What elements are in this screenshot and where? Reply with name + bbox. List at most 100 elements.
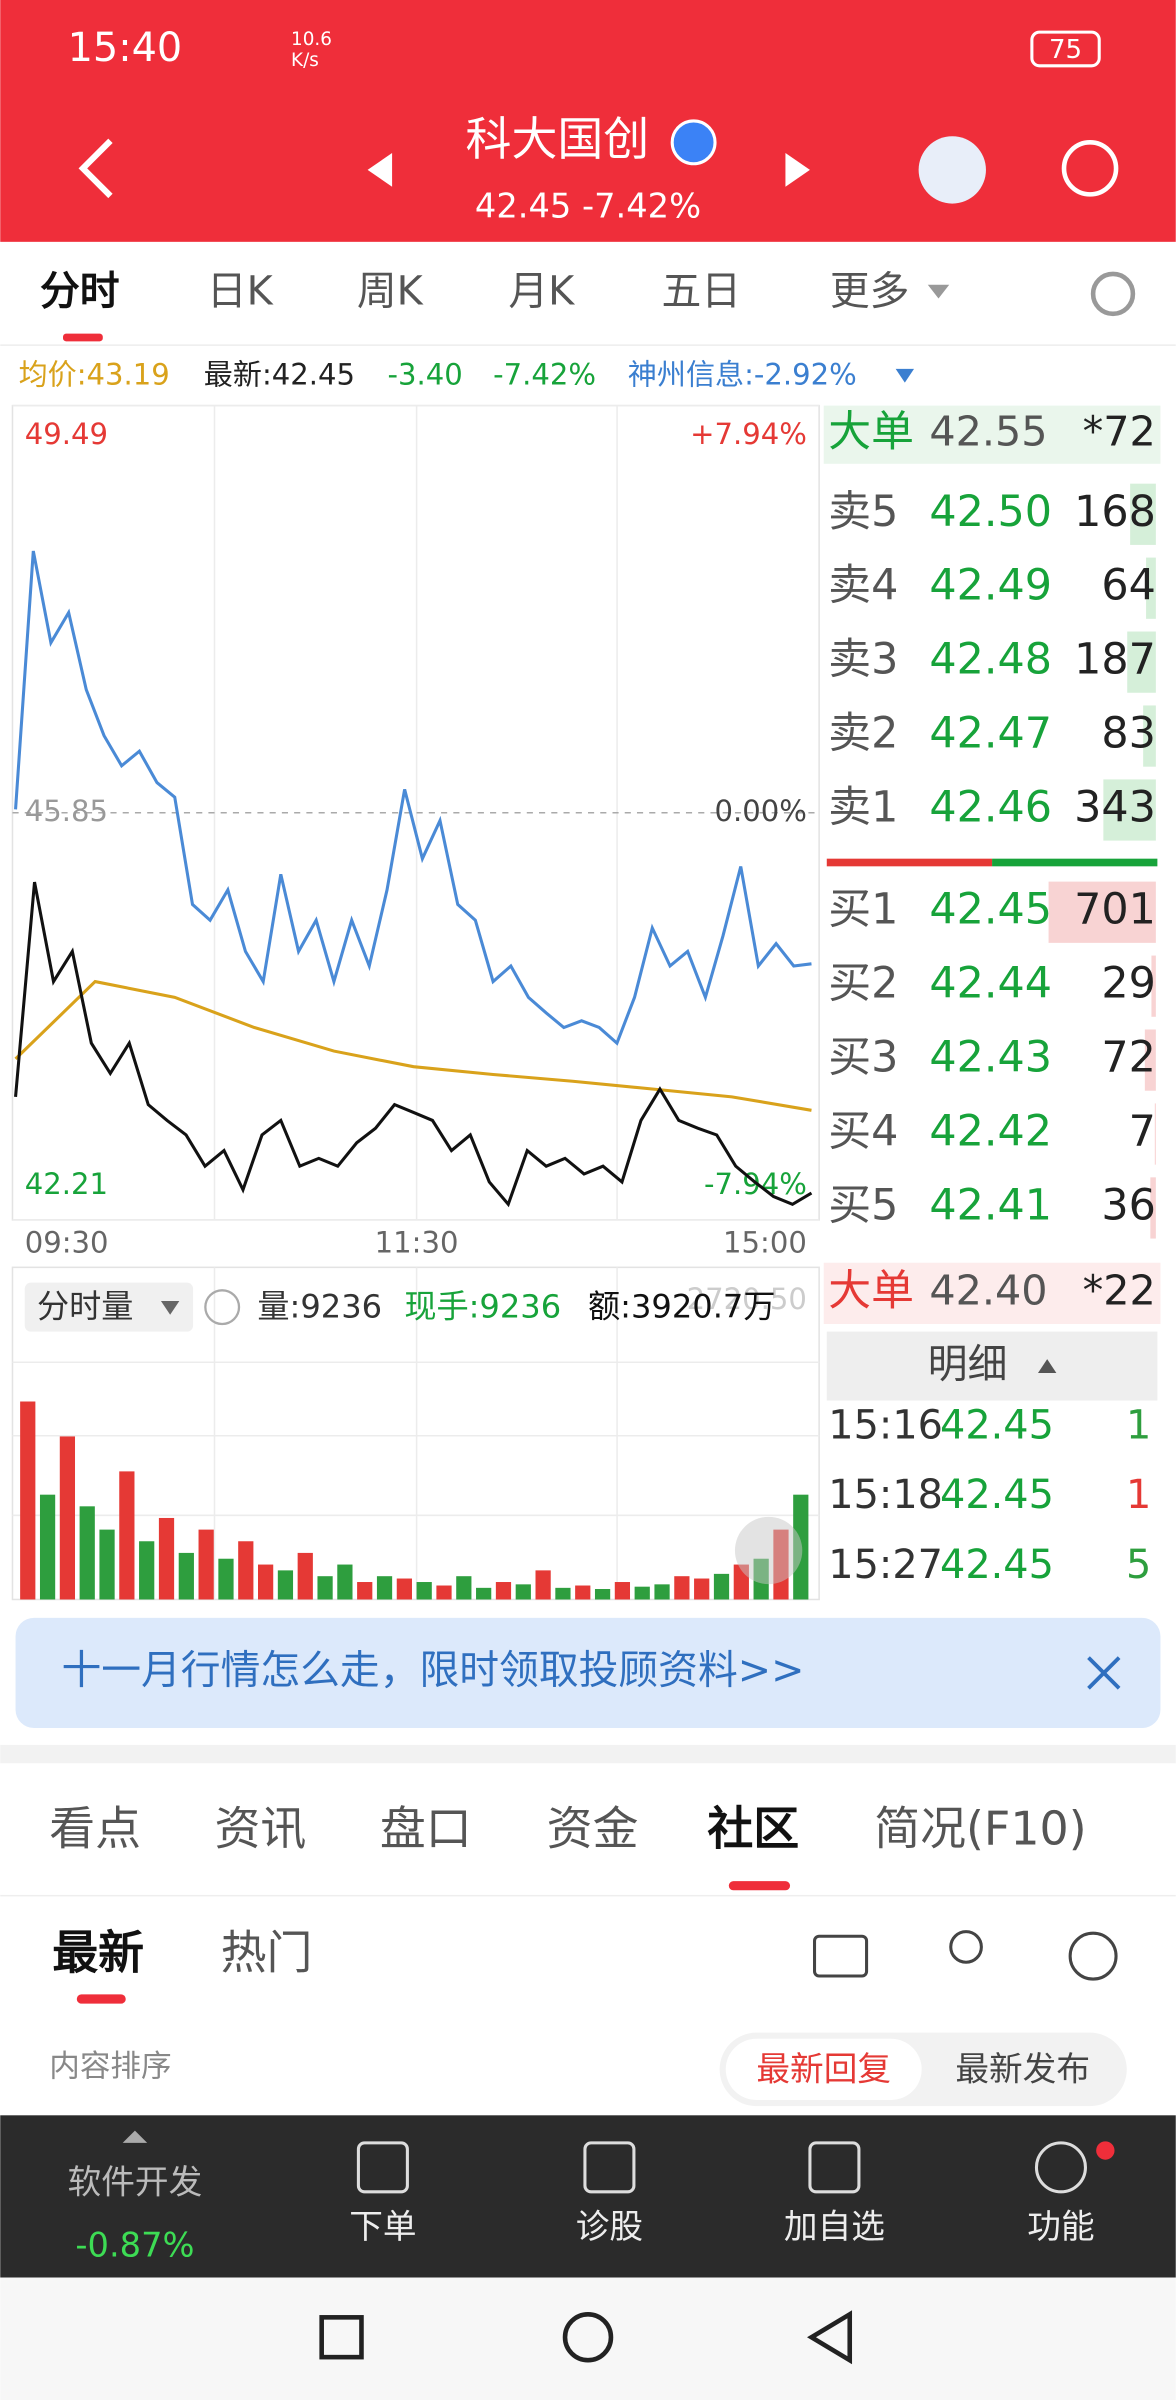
section-tab[interactable]: 资讯 — [215, 1802, 307, 1856]
banner-text[interactable]: 十一月行情怎么走，限时领取投顾资料>> — [61, 1647, 804, 1693]
volume-arrow — [160, 1301, 180, 1315]
volume-bar — [39, 1494, 56, 1600]
sort-option[interactable]: 最新发布 — [955, 2049, 1090, 2088]
nav-label[interactable]: 功能 — [1027, 2207, 1094, 2246]
detail-bg[interactable] — [826, 1331, 1158, 1401]
book-price: 42.47 — [929, 709, 1052, 759]
x-tick-label: 15:00 — [723, 1225, 807, 1259]
recent-button[interactable] — [319, 2315, 364, 2360]
book-vol: 72 — [1101, 1033, 1156, 1083]
banner-bg[interactable] — [15, 1617, 1161, 1729]
tab[interactable]: 分时 — [40, 268, 120, 314]
volume-label-bg[interactable] — [24, 1282, 194, 1332]
volume-bar — [178, 1552, 194, 1600]
trade-vol: 1 — [1126, 1403, 1151, 1449]
book-price: 42.41 — [929, 1180, 1052, 1230]
mail-icon[interactable] — [813, 1934, 869, 1978]
sort-label: 内容排序 — [49, 2049, 171, 2084]
tab[interactable]: 月K — [508, 268, 575, 314]
sector-name[interactable]: 软件开发 — [68, 2163, 203, 2202]
book-price: 42.44 — [929, 959, 1052, 1009]
book-price: 42.49 — [929, 561, 1052, 611]
pct-label: +7.94% — [690, 417, 807, 451]
big-label: 大单 — [828, 1266, 914, 1316]
book-label: 卖1 — [828, 783, 898, 833]
depth-bar — [1130, 483, 1156, 545]
book-label: 买3 — [828, 1033, 898, 1083]
summary-related: 神州信息:-2.92% — [628, 358, 857, 392]
related-arrow — [895, 368, 915, 383]
nav-label[interactable]: 加自选 — [784, 2207, 885, 2246]
line-compare — [14, 550, 812, 1046]
sub-tab[interactable]: 热门 — [221, 1926, 313, 1980]
robot-icon[interactable] — [918, 136, 986, 204]
section-tab[interactable]: 简况(F10) — [874, 1802, 1086, 1856]
trade-price: 42.45 — [940, 1542, 1054, 1588]
y-tick-label: 49.49 — [25, 417, 108, 451]
banner-close[interactable] — [1087, 1656, 1121, 1690]
tab[interactable]: 日K — [207, 268, 274, 314]
section-gap — [0, 1744, 1176, 1764]
nav-icon[interactable] — [808, 2141, 861, 2194]
volume-bar — [416, 1582, 432, 1600]
nav-label[interactable]: 诊股 — [576, 2207, 643, 2246]
section-tab[interactable]: 盘口 — [380, 1802, 472, 1856]
user-icon[interactable] — [949, 1930, 983, 1964]
detail-label[interactable]: 明细 — [928, 1341, 1008, 1387]
section-tab[interactable]: 看点 — [49, 1802, 141, 1856]
volume-bar — [376, 1576, 393, 1600]
summary-change: -3.40 — [387, 358, 462, 392]
book-vol: 168 — [1074, 487, 1156, 537]
status-time: 15:40 — [68, 25, 183, 71]
sector-pct[interactable]: -0.87% — [75, 2225, 194, 2264]
volume-label[interactable]: 分时量 — [37, 1288, 133, 1326]
book-vol: 83 — [1101, 709, 1156, 759]
nav-label[interactable]: 下单 — [349, 2207, 416, 2246]
volume-bar — [158, 1517, 175, 1600]
search-icon[interactable] — [1061, 140, 1119, 197]
divider — [0, 344, 1176, 346]
prev-icon[interactable] — [367, 153, 393, 187]
sub-tab[interactable]: 最新 — [52, 1926, 144, 1980]
trade-vol: 1 — [1126, 1472, 1151, 1518]
header-bg — [0, 0, 1176, 242]
sort-option[interactable]: 最新回复 — [756, 2049, 891, 2088]
tab2-underline — [728, 1881, 791, 1891]
depth-bar — [1144, 1029, 1156, 1091]
battery-level: 75 — [1049, 35, 1082, 65]
volume-bar — [495, 1582, 512, 1600]
back-button[interactable] — [807, 2310, 853, 2365]
depth-bar — [1048, 881, 1156, 943]
trade-time: 15:18 — [828, 1472, 943, 1518]
book-label: 卖5 — [828, 487, 898, 537]
volume-bar — [79, 1506, 95, 1600]
section-tab[interactable]: 社区 — [707, 1802, 799, 1856]
back-icon[interactable] — [78, 138, 113, 199]
book-label: 买4 — [828, 1107, 898, 1157]
book-vol: 29 — [1101, 959, 1156, 1009]
book-vol: 701 — [1074, 885, 1156, 935]
volume-bar — [654, 1584, 670, 1600]
spread-green — [992, 858, 1158, 867]
home-button[interactable] — [562, 2311, 614, 2363]
big-top-bg — [823, 405, 1161, 464]
sort-active[interactable] — [725, 2038, 922, 2100]
nav-icon[interactable] — [1034, 2141, 1087, 2194]
next-icon[interactable] — [785, 153, 810, 187]
badge — [1096, 2141, 1115, 2160]
tab[interactable]: 五日 — [661, 268, 741, 314]
subtab-underline — [76, 1994, 126, 2004]
tab[interactable]: 更多 — [830, 268, 910, 314]
big-price: 42.55 — [929, 408, 1047, 456]
expand-icon[interactable] — [734, 1516, 803, 1585]
book-label: 卖3 — [828, 635, 898, 685]
volume-max: 2720.50 — [687, 1282, 807, 1316]
settings-icon[interactable] — [1090, 271, 1136, 317]
section-tab[interactable]: 资金 — [547, 1802, 639, 1856]
refresh-icon[interactable] — [1068, 1931, 1118, 1981]
trade-time: 15:27 — [828, 1542, 943, 1588]
nav-icon[interactable] — [356, 2141, 409, 2194]
nav-icon[interactable] — [583, 2141, 636, 2194]
tab[interactable]: 周K — [357, 268, 424, 314]
help-icon[interactable] — [204, 1289, 241, 1326]
